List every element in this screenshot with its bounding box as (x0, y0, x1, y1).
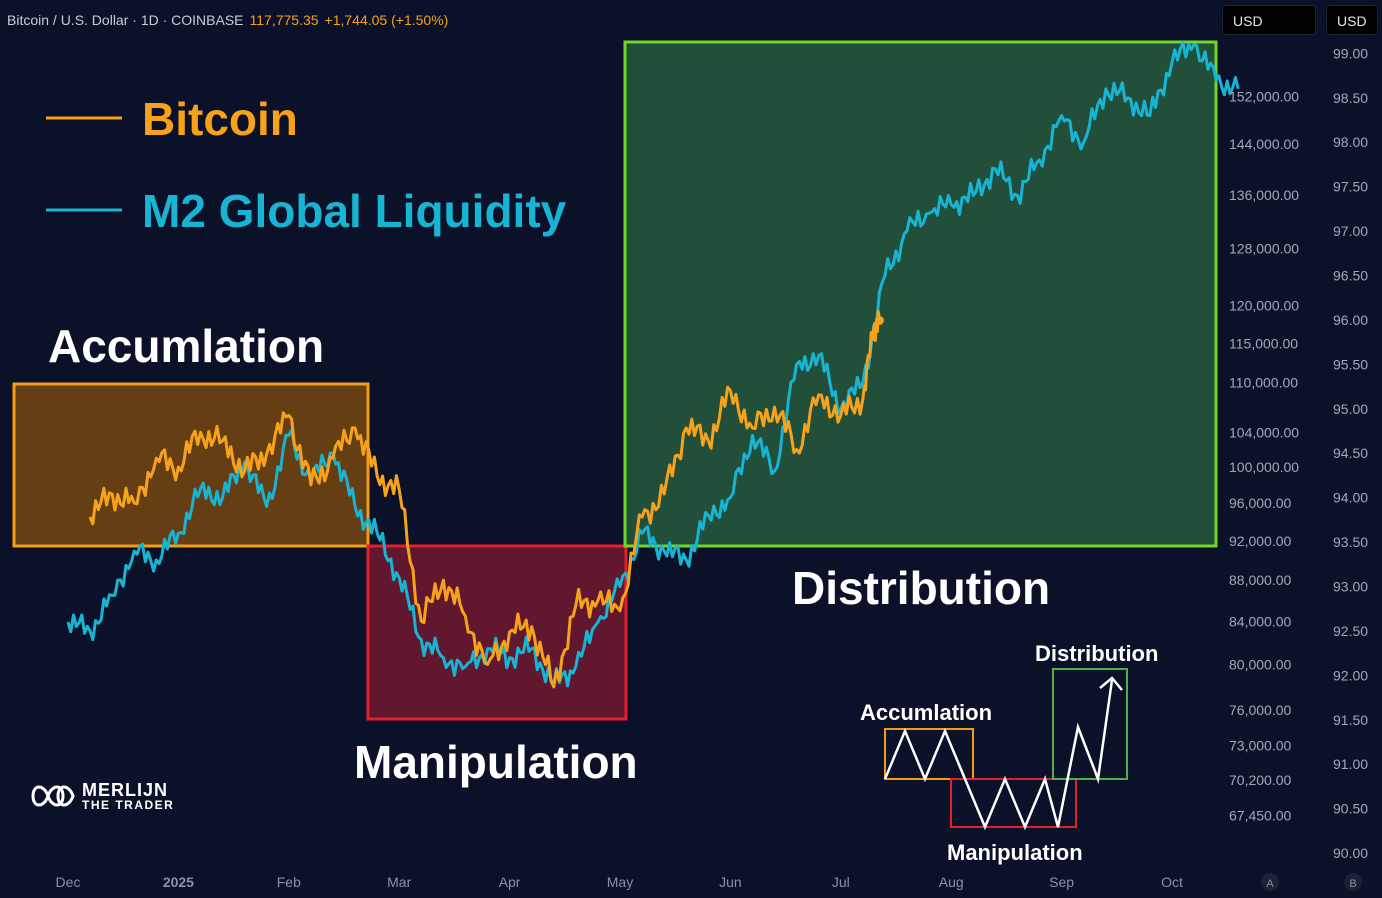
scale-badge-b-label: B (1349, 878, 1356, 890)
x-tick-label: Sep (1049, 874, 1074, 890)
btc-axis-tick-label: 76,000.00 (1229, 702, 1291, 718)
m2-axis-tick-label: 91.00 (1333, 756, 1368, 772)
x-tick-label: May (607, 874, 633, 890)
m2-axis-tick-label: 96.00 (1333, 312, 1368, 328)
btc-axis-tick-label: 104,000.00 (1229, 424, 1299, 440)
x-tick-label: 2025 (163, 874, 194, 890)
m2-axis-tick-label: 98.50 (1333, 90, 1368, 106)
m2-line (66, 41, 1240, 688)
m2-axis-tick-label: 97.50 (1333, 179, 1368, 195)
inset-manipulation-box (950, 778, 1077, 828)
symbol-header: Bitcoin / U.S. Dollar · 1D · COINBASE 117… (7, 12, 448, 28)
m2-axis-tick-label: 91.50 (1333, 712, 1368, 728)
inset-arrow-head (1099, 676, 1123, 691)
x-tick-label: Jul (832, 874, 850, 890)
scale-badge-a-label: A (1266, 878, 1274, 890)
logo-line-1: MERLIJN (82, 780, 169, 800)
inset-distribution-box (1052, 668, 1128, 780)
inset-path (883, 679, 1114, 831)
btc-axis-tick-label: 128,000.00 (1229, 240, 1299, 256)
symbol-name: Bitcoin / U.S. Dollar · 1D · COINBASE (7, 12, 244, 28)
inset-accumulation-box (884, 728, 974, 780)
btc-axis-tick-label: 136,000.00 (1229, 187, 1299, 203)
bitcoin-last-point (874, 315, 884, 325)
manipulation-box (366, 544, 628, 721)
x-tick-label: Feb (277, 874, 301, 890)
x-tick-label: Dec (56, 874, 81, 890)
btc-axis-tick-label: 152,000.00 (1229, 88, 1299, 104)
m2-axis-tick-label: 92.00 (1333, 667, 1368, 683)
x-tick-label: Mar (387, 874, 411, 890)
btc-axis-tick-label: 115,000.00 (1229, 335, 1298, 351)
btc-axis-tick-label: 144,000.00 (1229, 136, 1299, 152)
distribution-label: Distribution (792, 562, 1050, 614)
btc-axis-tick-label: 84,000.00 (1229, 613, 1291, 629)
accumulation-label: Accumlation (48, 320, 324, 372)
btc-axis-tick-label: 88,000.00 (1229, 572, 1291, 588)
btc-axis-tick-label: 96,000.00 (1229, 495, 1291, 511)
legend-bitcoin-label: Bitcoin (142, 93, 298, 145)
m2-axis-tick-label: 93.00 (1333, 579, 1368, 595)
btc-axis-tick-label: 110,000.00 (1229, 375, 1298, 391)
btc-axis-tick-label: 67,450.00 (1229, 808, 1291, 824)
x-tick-label: Aug (939, 874, 964, 890)
price-change: +1,744.05 (+1.50%) (324, 12, 449, 28)
btc-axis-tick-label: 120,000.00 (1229, 298, 1299, 314)
btc-axis-tick-label: 92,000.00 (1229, 533, 1291, 549)
m2-axis-tick-label: 94.50 (1333, 445, 1368, 461)
wyckoff-inset: Accumlation Manipulation Distribution (860, 641, 1158, 865)
m2-axis-tick-label: 97.00 (1333, 223, 1368, 239)
scale-badge-b[interactable] (1344, 873, 1362, 891)
bitcoin-series (88, 309, 884, 689)
m2-axis-tick-label: 95.00 (1333, 401, 1368, 417)
inset-distribution-label: Distribution (1035, 641, 1158, 666)
last-price: 117,775.35 (249, 12, 319, 28)
inset-accumulation-label: Accumlation (860, 700, 992, 725)
m2-axis-tick-label: 90.00 (1333, 845, 1368, 861)
distribution-box (623, 40, 1218, 548)
btc-axis-tick-label: 73,000.00 (1229, 738, 1291, 754)
manipulation-label: Manipulation (354, 736, 638, 788)
btc-axis-tick-label: 80,000.00 (1229, 656, 1291, 672)
m2-axis-tick-label: 96.50 (1333, 267, 1368, 283)
bitcoin-line (88, 309, 881, 689)
axes: Dec 2025 Feb Mar Apr May Jun Jul Aug Sep Oct 152,00… (56, 45, 1369, 890)
m2-axis-tick-label: 98.00 (1333, 134, 1368, 150)
inset-manipulation-label: Manipulation (947, 840, 1083, 865)
logo-mark-icon (31, 785, 75, 807)
currency-selector-right[interactable]: USD (1326, 5, 1378, 35)
btc-axis-tick-label: 70,200.00 (1229, 772, 1291, 788)
merlijn-logo: MERLIJN THE TRADER (30, 780, 174, 812)
x-tick-label: Jun (719, 874, 742, 890)
x-tick-label: Oct (1161, 874, 1183, 890)
m2-axis-tick-label: 92.50 (1333, 623, 1368, 639)
m2-series (66, 41, 1240, 688)
m2-axis-tick-label: 93.50 (1333, 534, 1368, 550)
m2-axis-tick-label: 99.00 (1333, 45, 1368, 61)
legend-m2-label: M2 Global Liquidity (142, 185, 567, 237)
x-tick-label: Apr (499, 874, 521, 890)
m2-axis-tick-label: 94.00 (1333, 490, 1368, 506)
logo-line-2: THE TRADER (82, 798, 175, 812)
currency-selector-left[interactable]: USD (1222, 5, 1316, 35)
m2-axis-tick-label: 95.50 (1333, 356, 1368, 372)
scale-badge-a[interactable] (1261, 873, 1279, 891)
btc-axis-tick-label: 100,000.00 (1229, 459, 1299, 475)
m2-axis-tick-label: 90.50 (1333, 801, 1368, 817)
